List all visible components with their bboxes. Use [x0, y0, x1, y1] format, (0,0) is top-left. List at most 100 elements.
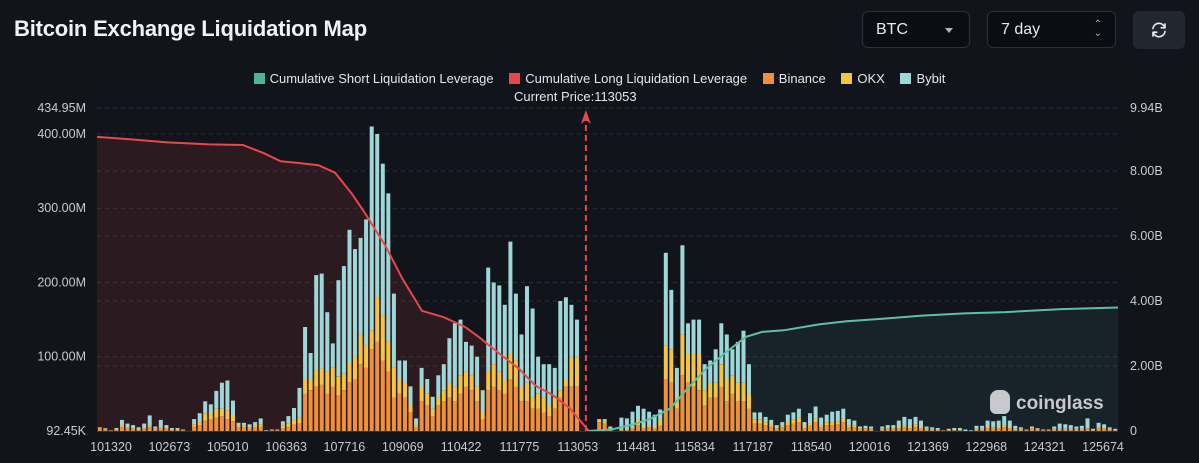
okx-segment — [1035, 428, 1040, 430]
bybit-segment — [403, 360, 407, 383]
binance-segment — [919, 428, 923, 431]
bybit-segment — [192, 419, 197, 425]
binance-segment — [142, 428, 147, 431]
okx-segment — [1052, 428, 1057, 430]
binance-segment — [808, 425, 812, 431]
binance-segment — [1052, 429, 1057, 431]
okx-segment — [913, 424, 918, 427]
okx-segment — [131, 428, 136, 429]
x-tick-label: 106363 — [265, 440, 307, 454]
okx-segment — [575, 356, 579, 387]
bar — [502, 304, 507, 431]
binance-segment — [785, 425, 790, 431]
x-tick-label: 109069 — [382, 440, 424, 454]
okx-segment — [630, 428, 635, 429]
bar — [541, 364, 546, 431]
bybit-segment — [808, 413, 812, 424]
bar — [830, 411, 835, 431]
binance-segment — [619, 429, 624, 431]
binance-segment — [636, 425, 640, 431]
bar — [758, 412, 763, 431]
bar — [1096, 422, 1101, 431]
binance-segment — [497, 390, 502, 431]
legend-item-short[interactable]: Cumulative Short Liquidation Leverage — [253, 71, 494, 86]
coin-select-value: BTC — [876, 21, 908, 38]
bar — [647, 411, 652, 431]
binance-segment — [735, 401, 740, 431]
bar — [1107, 427, 1112, 431]
bar — [974, 425, 979, 431]
bybit-segment — [336, 280, 341, 377]
bar — [358, 237, 363, 431]
bar — [1079, 425, 1084, 431]
binance-segment — [752, 423, 757, 431]
bar — [253, 422, 258, 431]
bybit-segment — [1079, 425, 1084, 429]
bar — [403, 360, 407, 431]
bar — [380, 163, 385, 431]
okx-segment — [303, 379, 308, 394]
bybit-segment — [791, 412, 796, 420]
binance-segment — [796, 422, 801, 431]
bar — [663, 252, 668, 431]
binance-segment — [547, 416, 552, 431]
okx-segment — [513, 360, 518, 387]
bybit-segment — [719, 323, 724, 365]
refresh-button[interactable] — [1133, 11, 1185, 49]
okx-segment — [236, 425, 241, 428]
okx-segment — [1085, 428, 1090, 429]
bar — [480, 390, 485, 431]
binance-segment — [319, 385, 324, 431]
x-tick-label: 101320 — [90, 440, 132, 454]
legend-item-okx[interactable]: OKX — [841, 71, 885, 86]
y-left-tick-label: 200.00M — [37, 275, 86, 289]
bar — [436, 375, 441, 431]
okx-segment — [97, 427, 102, 428]
binance-segment — [414, 427, 419, 431]
legend-item-bybit[interactable]: Bybit — [900, 71, 945, 86]
okx-segment — [785, 422, 790, 426]
bar — [880, 426, 885, 431]
coin-select[interactable]: BTC — [862, 11, 970, 48]
binance-segment — [408, 412, 413, 431]
bybit-segment — [1030, 426, 1034, 428]
bybit-segment — [164, 425, 169, 429]
bar — [169, 428, 174, 431]
legend-swatch — [762, 73, 774, 84]
bybit-segment — [325, 312, 330, 372]
binance-segment — [747, 408, 751, 431]
y-right-tick-label: 6.00B — [1130, 229, 1163, 243]
okx-segment — [158, 427, 163, 429]
binance-segment — [275, 430, 280, 431]
bybit-segment — [353, 249, 357, 357]
okx-segment — [197, 422, 202, 426]
bar — [624, 418, 629, 431]
binance-segment — [885, 428, 890, 431]
period-select[interactable]: 7 day ⌃ ⌄ — [987, 11, 1116, 48]
legend-item-binance[interactable]: Binance — [762, 71, 826, 86]
okx-segment — [1102, 428, 1107, 429]
binance-segment — [386, 371, 391, 431]
legend-item-long[interactable]: Cumulative Long Liquidation Leverage — [509, 71, 747, 86]
bybit-segment — [475, 356, 480, 387]
okx-segment — [813, 418, 818, 423]
y-axis-right: 0 2.00B 4.00B 6.00B 8.00B 9.94B — [1130, 101, 1163, 438]
okx-segment — [1002, 425, 1007, 428]
bybit-segment — [147, 415, 152, 426]
arrow-up-icon — [580, 110, 591, 124]
bar — [314, 275, 319, 431]
y-left-tick-label: 92.45K — [46, 424, 86, 438]
binance-segment — [563, 386, 568, 431]
binance-segment — [197, 425, 202, 431]
binance-segment — [475, 401, 480, 431]
cumulative-areas — [97, 136, 1118, 431]
bar — [319, 273, 324, 431]
bar — [724, 334, 729, 431]
binance-segment — [97, 428, 102, 431]
binance-segment — [214, 417, 219, 431]
bar — [730, 349, 735, 431]
okx-segment — [447, 382, 452, 398]
legend-label: Cumulative Short Liquidation Leverage — [269, 71, 494, 86]
bar — [131, 425, 136, 431]
